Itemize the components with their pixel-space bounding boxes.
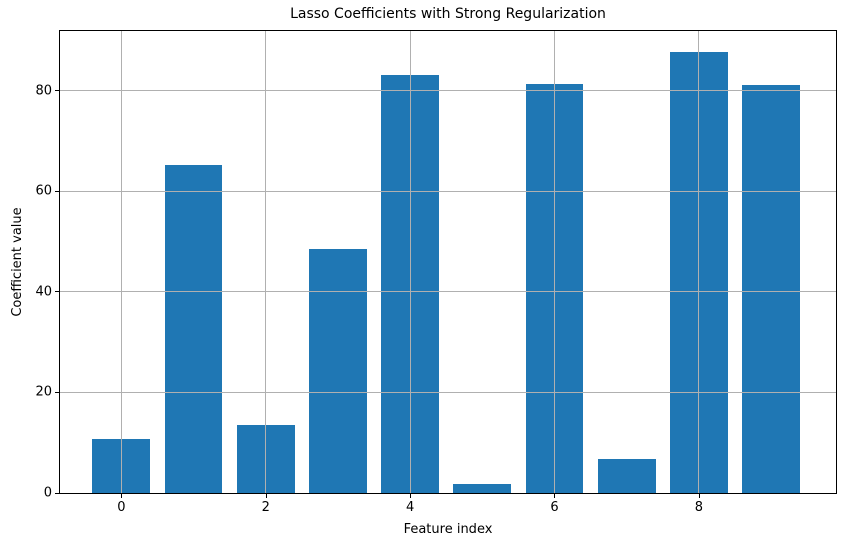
y-gridline bbox=[60, 291, 836, 293]
y-gridline bbox=[60, 190, 836, 192]
x-gridline bbox=[553, 31, 555, 493]
y-tick-label: 60 bbox=[35, 183, 52, 199]
x-tick-mark bbox=[121, 494, 123, 498]
x-tick-label: 2 bbox=[261, 500, 270, 515]
y-gridline bbox=[60, 391, 836, 393]
y-tick-label: 80 bbox=[35, 83, 52, 99]
x-gridline bbox=[409, 31, 411, 493]
bar-feature-3 bbox=[309, 248, 367, 493]
y-tick-mark bbox=[55, 190, 59, 192]
x-gridline bbox=[698, 31, 700, 493]
chart-title: Lasso Coefficients with Strong Regulariz… bbox=[290, 6, 606, 22]
y-tick-mark bbox=[55, 492, 59, 494]
plot-area bbox=[59, 30, 837, 494]
y-tick-label: 20 bbox=[35, 384, 52, 400]
bar-feature-9 bbox=[742, 85, 800, 493]
x-tick-label: 0 bbox=[117, 500, 126, 515]
y-tick-mark bbox=[55, 291, 59, 293]
x-tick-label: 4 bbox=[405, 500, 415, 515]
bar-feature-5 bbox=[453, 483, 512, 493]
x-gridline bbox=[120, 31, 122, 493]
y-tick-label: 40 bbox=[35, 284, 52, 300]
x-gridline bbox=[265, 31, 267, 493]
x-tick-mark bbox=[698, 494, 700, 498]
x-tick-mark bbox=[410, 494, 412, 498]
y-tick-label: 0 bbox=[43, 485, 52, 501]
y-tick-mark bbox=[55, 90, 59, 92]
bar-feature-7 bbox=[597, 458, 656, 493]
bar-feature-1 bbox=[164, 165, 223, 493]
y-axis-label: Coefficient value bbox=[10, 207, 25, 317]
x-tick-mark bbox=[265, 494, 267, 498]
y-tick-mark bbox=[55, 391, 59, 393]
x-tick-label: 8 bbox=[694, 500, 703, 515]
x-axis-label: Feature index bbox=[403, 522, 493, 537]
x-tick-mark bbox=[554, 494, 556, 498]
y-gridline bbox=[60, 90, 836, 92]
x-tick-label: 6 bbox=[550, 500, 559, 515]
